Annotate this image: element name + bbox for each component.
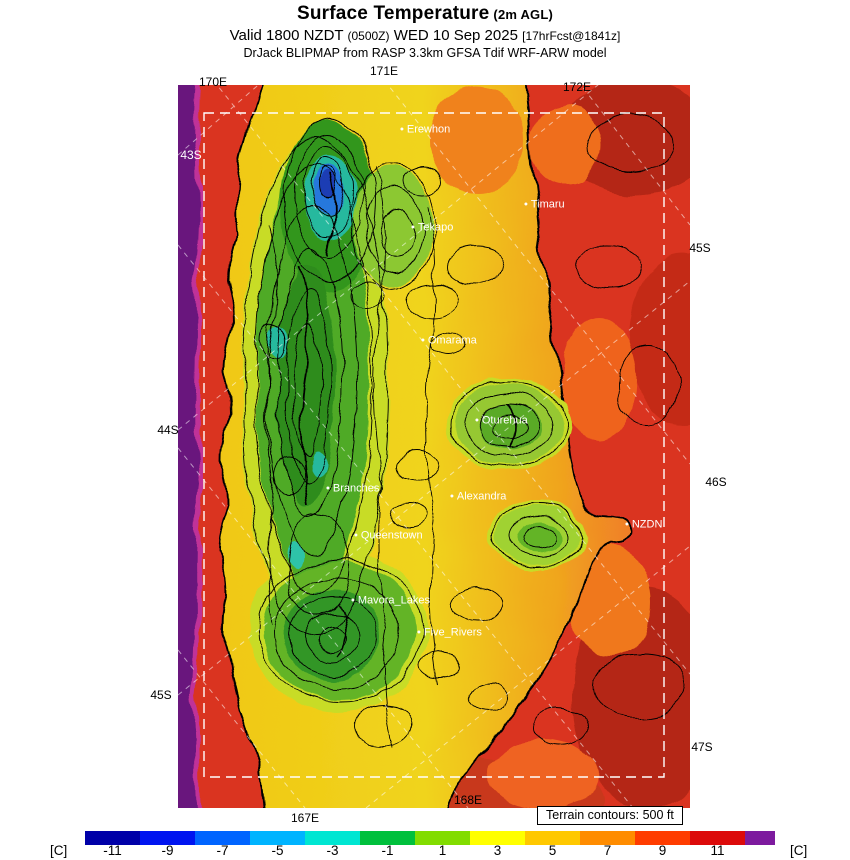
colorbar-seg-7 bbox=[470, 831, 525, 845]
colorbar-seg-5 bbox=[360, 831, 415, 845]
contour-lines bbox=[243, 112, 688, 747]
forecast-init-info: [17hrFcst@1841z] bbox=[522, 29, 621, 43]
colorbar-tick--1: -1 bbox=[381, 843, 394, 858]
colorbar-seg-10 bbox=[635, 831, 690, 845]
domain-boundary-box bbox=[203, 112, 665, 778]
valid-utc: (0500Z) bbox=[347, 29, 390, 43]
title-level-suffix: (2m AGL) bbox=[493, 7, 554, 22]
terrain-contours-note: Terrain contours: 500 ft bbox=[537, 806, 683, 825]
colorbar-seg-9 bbox=[580, 831, 635, 845]
grid-label-44s: 44S bbox=[157, 423, 179, 437]
grid-label-46s: 46S bbox=[705, 475, 727, 489]
grid-label-45s: 45S bbox=[689, 241, 711, 255]
colorbar-tick-9: 9 bbox=[658, 843, 667, 858]
valid-time: Valid 1800 NZDT bbox=[229, 27, 344, 44]
colorbar-tick--5: -5 bbox=[271, 843, 284, 858]
colorbar-seg-1 bbox=[140, 831, 195, 845]
colorbar-seg-11 bbox=[690, 831, 745, 845]
temperature-field-svg bbox=[178, 85, 690, 808]
sea-blobs bbox=[353, 85, 690, 808]
colorbar-seg-3 bbox=[250, 831, 305, 845]
valid-time-line: Valid 1800 NZDT (0500Z) WED 10 Sep 2025 … bbox=[0, 27, 850, 44]
purple-edge-band bbox=[178, 85, 205, 808]
island-landmass bbox=[217, 85, 631, 808]
colorbar-seg-12 bbox=[745, 831, 775, 845]
grid-label-45s: 45S bbox=[150, 688, 172, 702]
colorbar-ticks: -11 -9 -7 -5 -3 -1 1 3 5 7 9 11 bbox=[0, 843, 850, 860]
grid-label-171e: 171E bbox=[369, 64, 399, 78]
colorbar-seg-2 bbox=[195, 831, 250, 845]
colorbar-tick-7: 7 bbox=[603, 843, 612, 858]
colorbar-unit-left: [C] bbox=[50, 843, 68, 858]
colorbar-tick-3: 3 bbox=[493, 843, 502, 858]
title-line: Surface Temperature (2m AGL) bbox=[0, 3, 850, 25]
colorbar-unit-right: [C] bbox=[790, 843, 808, 858]
grid-label-47s: 47S bbox=[691, 740, 713, 754]
colorbar-seg-6 bbox=[415, 831, 470, 845]
colorbar-tick--9: -9 bbox=[161, 843, 174, 858]
colorbar-tick--7: -7 bbox=[216, 843, 229, 858]
terrain-shading bbox=[242, 88, 588, 712]
colorbar-seg-8 bbox=[525, 831, 580, 845]
colorbar-seg-4 bbox=[305, 831, 360, 845]
colorbar-tick-11: 11 bbox=[710, 843, 725, 858]
model-info-line: DrJack BLIPMAP from RASP 3.3km GFSA Tdif… bbox=[243, 46, 607, 60]
page-title: Surface Temperature bbox=[296, 3, 490, 24]
valid-date: WED 10 Sep 2025 bbox=[393, 27, 518, 44]
colorbar-seg-0 bbox=[85, 831, 140, 845]
header: Surface Temperature (2m AGL) Valid 1800 N… bbox=[0, 3, 850, 60]
colorbar-bar bbox=[85, 831, 775, 845]
grid-label-167e: 167E bbox=[290, 811, 320, 825]
map-canvas bbox=[178, 85, 690, 808]
colorbar-tick--3: -3 bbox=[326, 843, 339, 858]
colorbar-tick-5: 5 bbox=[548, 843, 557, 858]
colorbar-tick-1: 1 bbox=[438, 843, 447, 858]
colorbar-tick--11: -11 bbox=[103, 843, 122, 858]
